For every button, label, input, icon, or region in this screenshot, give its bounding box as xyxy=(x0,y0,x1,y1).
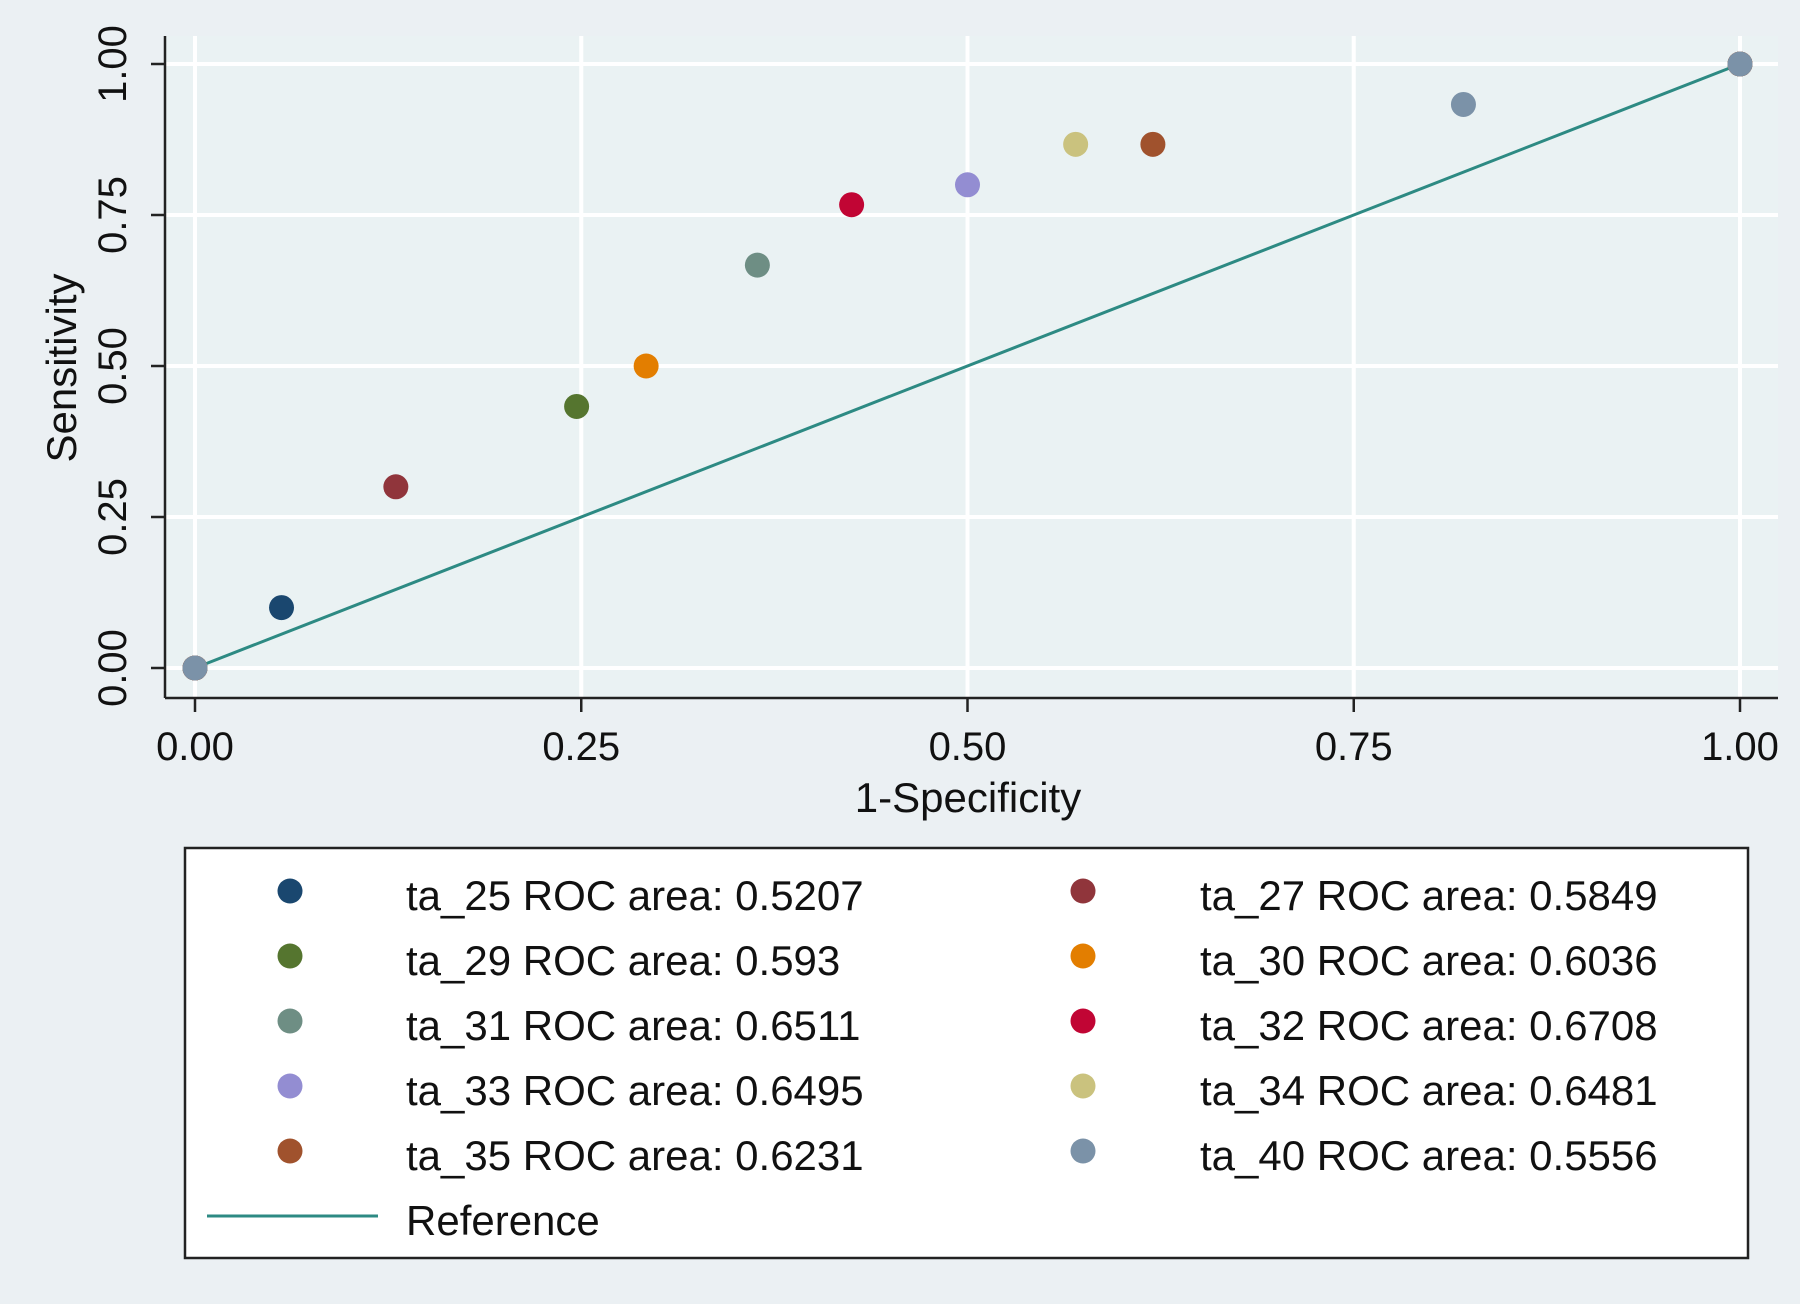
legend-label: ta_29 ROC area: 0.593 xyxy=(406,937,840,984)
x-tick-label: 0.50 xyxy=(929,725,1007,769)
roc-point-ta_27 xyxy=(383,474,409,500)
legend-label: ta_30 ROC area: 0.6036 xyxy=(1200,937,1658,984)
y-tick-label: 1.00 xyxy=(91,25,135,103)
legend-marker xyxy=(277,943,303,969)
legend-marker xyxy=(277,1138,303,1164)
legend-label: ta_32 ROC area: 0.6708 xyxy=(1200,1002,1658,1049)
legend-marker xyxy=(277,1073,303,1099)
roc-point-ta_40 xyxy=(1727,51,1753,77)
y-tick-label: 0.25 xyxy=(91,478,135,556)
legend-label: ta_27 ROC area: 0.5849 xyxy=(1200,872,1658,919)
roc-point-ta_40 xyxy=(1450,91,1476,117)
legend: ta_25 ROC area: 0.5207 ta_27 ROC area: 0.… xyxy=(183,846,1750,1260)
legend-box xyxy=(183,846,1750,1260)
x-tick-label: 1.00 xyxy=(1701,725,1779,769)
legend-marker xyxy=(1070,878,1096,904)
x-tick-label: 0.75 xyxy=(1315,725,1393,769)
roc-point-ta_40 xyxy=(182,655,208,681)
legend-marker xyxy=(277,1008,303,1034)
reference-line-layer xyxy=(194,62,1741,670)
roc-point-ta_31 xyxy=(744,252,770,278)
legend-label: ta_40 ROC area: 0.5556 xyxy=(1200,1132,1658,1179)
legend-marker xyxy=(1070,1073,1096,1099)
y-axis-label: Sensitivity xyxy=(38,273,85,462)
roc-point-ta_33 xyxy=(955,172,980,198)
legend-marker xyxy=(1070,1008,1096,1034)
roc-point-ta_30 xyxy=(633,353,659,379)
legend-reference-label: Reference xyxy=(406,1197,600,1244)
x-tick-label: 0.25 xyxy=(542,725,620,769)
data-points xyxy=(182,51,1753,681)
y-tick-label: 0.50 xyxy=(91,327,135,405)
legend-marker xyxy=(1070,943,1096,969)
legend-marker xyxy=(1070,1138,1096,1164)
y-tick-label: 0.75 xyxy=(91,176,135,254)
legend-label: ta_35 ROC area: 0.6231 xyxy=(406,1132,864,1179)
y-tick-label: 0.00 xyxy=(91,629,135,707)
legend-label: ta_33 ROC area: 0.6495 xyxy=(406,1067,864,1114)
axes: 0.00 0.25 0.50 0.75 1.00 0.00 0.25 0.50 0.75 1.00 xyxy=(91,25,1779,769)
roc-point-ta_25 xyxy=(269,595,295,621)
legend-marker xyxy=(277,878,303,904)
roc-point-ta_32 xyxy=(839,192,865,218)
x-tick-label: 0.00 xyxy=(156,725,234,769)
legend-label: ta_34 ROC area: 0.6481 xyxy=(1200,1067,1658,1114)
roc-point-ta_29 xyxy=(564,393,590,419)
x-axis-label: 1-Specificity xyxy=(855,774,1081,821)
roc-point-ta_34 xyxy=(1063,131,1089,157)
legend-label: ta_25 ROC area: 0.5207 xyxy=(406,872,864,919)
reference-line xyxy=(194,62,1741,670)
roc-point-ta_35 xyxy=(1140,131,1166,157)
legend-label: ta_31 ROC area: 0.6511 xyxy=(406,1002,861,1049)
